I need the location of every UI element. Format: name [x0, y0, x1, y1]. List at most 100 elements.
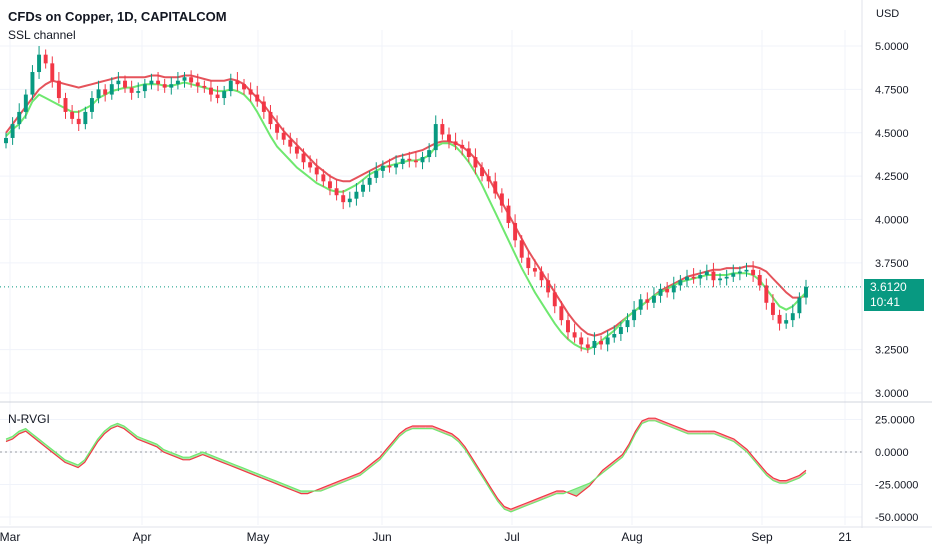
ssl-channel-label[interactable]: SSL channel	[8, 28, 76, 42]
candle	[202, 80, 207, 93]
candle	[539, 266, 544, 288]
rvgi-band-segment	[281, 483, 288, 489]
candle	[189, 70, 194, 88]
rvgi-band-segment	[347, 475, 354, 481]
candle	[532, 259, 537, 277]
rvgi-band-segment	[353, 472, 361, 478]
candle	[103, 84, 108, 102]
rvgi-band-segment	[274, 480, 282, 486]
rvgi-band-segment	[19, 428, 26, 434]
rvgi-band-segment	[779, 480, 787, 484]
candle	[566, 313, 570, 340]
candle	[294, 137, 299, 159]
y-tick-label: 4.0000	[875, 215, 909, 227]
candle	[413, 151, 418, 168]
rvgi-band-segment	[150, 441, 157, 447]
rvgi-band-segment	[327, 483, 334, 489]
candle	[288, 132, 293, 154]
candle	[486, 169, 491, 189]
ssl-down-series	[5, 74, 807, 337]
candle	[341, 190, 346, 210]
rvgi-band-segment	[786, 478, 793, 484]
rvgi-band-segment	[143, 439, 151, 445]
candle	[625, 313, 630, 333]
candle	[744, 262, 749, 277]
ssl-channel-down-line	[5, 74, 807, 337]
rvgi-band-segment	[701, 431, 708, 434]
x-tick-label: Mar	[0, 530, 20, 544]
candle	[407, 151, 412, 168]
rvgi-band-segment	[183, 457, 190, 460]
candle	[63, 92, 68, 119]
candle	[56, 72, 61, 104]
rvgi-band-segment	[288, 485, 295, 491]
rvgi-band-segment	[517, 504, 524, 510]
candle	[757, 269, 762, 291]
y-tick-label: 4.7500	[875, 84, 909, 96]
candle	[301, 148, 306, 170]
chart-title: CFDs on Copper, 1D, CAPITALCOM	[8, 9, 227, 24]
candle	[30, 65, 35, 100]
candle	[354, 183, 359, 206]
rvgi-band-segment	[524, 501, 531, 507]
rvgi-band-segment	[137, 436, 144, 442]
candle	[261, 96, 266, 119]
candle	[592, 332, 597, 355]
rvgi-band-segment	[242, 467, 249, 473]
rvgi-band-segment	[642, 418, 649, 424]
y-tick-label: 4.2500	[875, 171, 909, 183]
y-tick-label: 3.7500	[875, 258, 909, 270]
candle	[149, 73, 154, 90]
candle	[731, 264, 736, 282]
candle	[427, 143, 432, 163]
candle	[17, 103, 22, 130]
rvgi-band-segment	[714, 431, 721, 437]
candle	[228, 73, 233, 97]
candle	[605, 330, 610, 352]
y-tick-label: -25.0000	[875, 480, 918, 492]
candle	[215, 85, 220, 104]
rvgi-band-segment	[425, 426, 433, 429]
candle	[116, 72, 121, 92]
rvgi-band-segment	[694, 431, 702, 434]
rvgi-label[interactable]: N-RVGI	[8, 412, 50, 426]
candle	[453, 132, 458, 151]
candle	[195, 73, 200, 93]
candle	[242, 78, 246, 95]
candle	[394, 155, 399, 175]
candle	[784, 313, 789, 329]
rvgi-band-segment	[110, 423, 118, 429]
candle	[83, 106, 88, 130]
rvgi-band-segment	[215, 457, 223, 463]
rvgi-band-segment	[301, 491, 308, 494]
candle	[374, 162, 379, 184]
candle	[665, 281, 670, 298]
candle	[367, 170, 372, 192]
rvgi-band-segment	[661, 420, 669, 426]
candle	[175, 72, 180, 90]
rvgi-band-segment	[294, 488, 302, 494]
candle	[585, 337, 590, 354]
candle	[632, 301, 637, 328]
rvgi-band-segment	[438, 428, 446, 434]
candle	[790, 304, 795, 328]
rvgi-band-segment	[707, 431, 715, 434]
rvgi-band-segment	[537, 496, 544, 502]
candle	[308, 155, 313, 173]
candle	[70, 104, 75, 125]
rvgi-band-segment	[235, 465, 243, 471]
candle	[37, 46, 42, 79]
candle	[10, 117, 15, 145]
rvgi-band-segment	[773, 478, 780, 484]
candle	[314, 158, 319, 182]
candle	[513, 214, 518, 248]
candle	[552, 283, 557, 314]
candle	[387, 158, 392, 173]
candle	[275, 115, 280, 140]
candle	[777, 309, 782, 331]
x-tick-label: May	[247, 530, 270, 544]
candle	[671, 276, 676, 300]
candle	[480, 162, 485, 182]
rvgi-band-segment	[255, 472, 262, 478]
